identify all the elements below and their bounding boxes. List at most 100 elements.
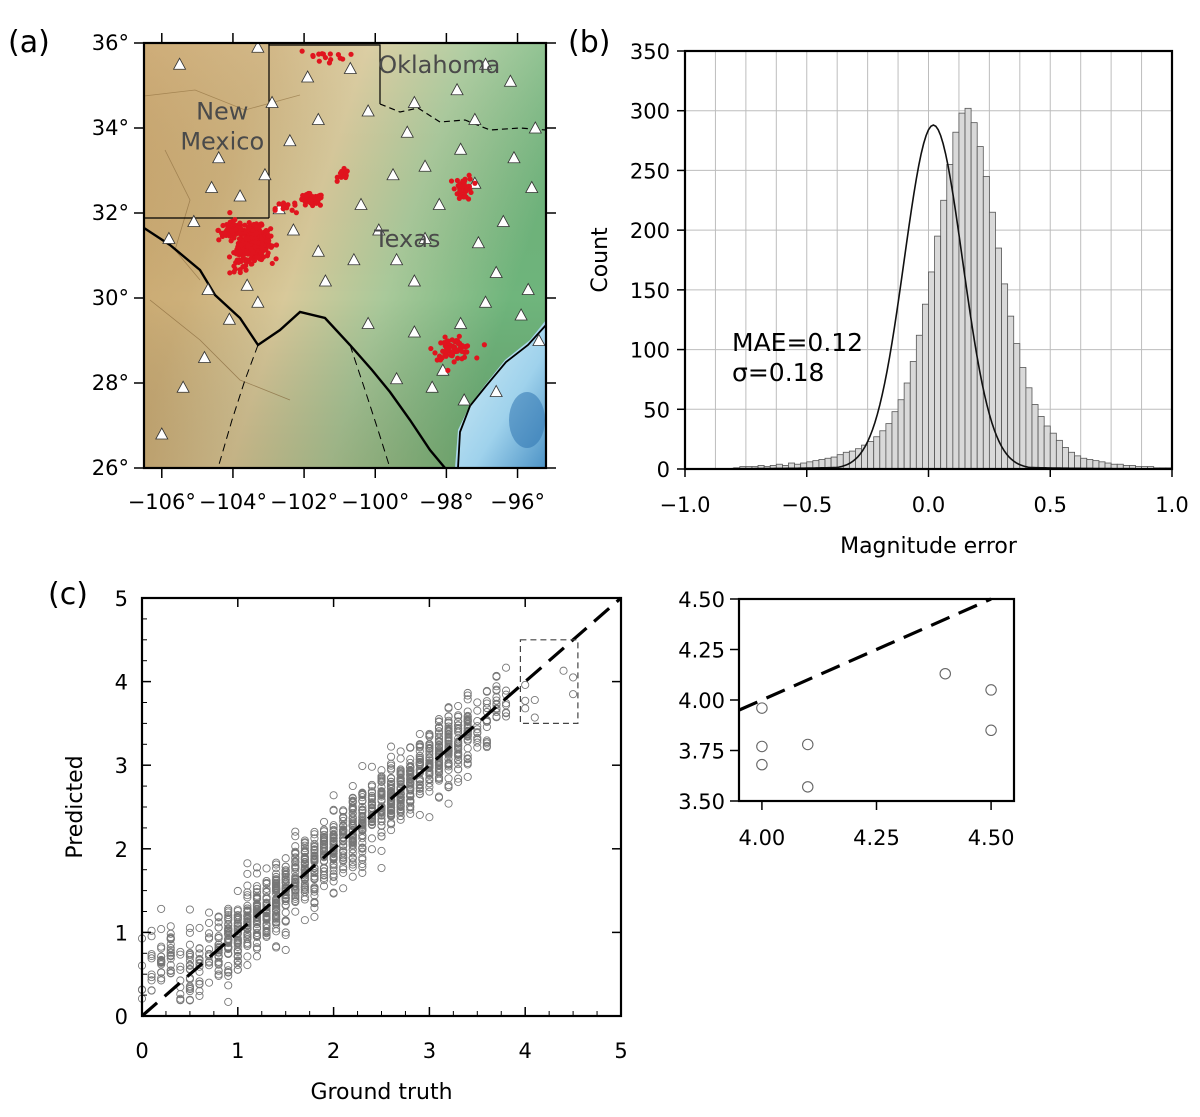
station-marker-51 [407, 325, 422, 338]
scatter-point-498 [157, 925, 166, 934]
region-label-2: Oklahoma [378, 51, 500, 79]
scatter-point-912 [252, 944, 262, 954]
scatter-point-1303 [157, 968, 166, 977]
scatter-point-1205 [319, 843, 329, 852]
scatter-point-632 [185, 940, 194, 949]
scatter-point-1195 [358, 806, 367, 815]
scatter-point-1003 [224, 966, 233, 975]
scatter-point-1206 [501, 663, 511, 672]
scatter-point-1396 [425, 740, 434, 749]
scatter-point-1151 [262, 903, 271, 912]
scatter-point-916 [252, 882, 262, 891]
scatter-point-434 [176, 947, 185, 956]
scatter-point-1298 [425, 744, 434, 753]
scatter-point-932 [310, 830, 319, 839]
scatter-point-1117 [348, 816, 357, 825]
scatter-point-1398 [224, 943, 233, 952]
earthquake-event-7-19 [236, 257, 243, 263]
station-marker-29 [283, 133, 297, 147]
scatter-point-936 [310, 891, 319, 900]
scatter-point-1339 [454, 744, 463, 753]
scatter-point-898 [367, 788, 376, 798]
scatter-point-139 [425, 813, 434, 822]
earthquake-event-7-1 [248, 246, 254, 252]
scatter-point-436 [501, 709, 511, 718]
scatter-point-838 [473, 716, 482, 726]
scatter-point-1100 [176, 995, 185, 1005]
scatter-x-tick-label-0: 0 [135, 1039, 148, 1063]
earthquake-event-7-16 [237, 249, 243, 255]
scatter-point-1288 [339, 846, 348, 855]
scatter-point-712 [272, 942, 281, 951]
scatter-point-1189 [224, 935, 233, 944]
earthquake-event-1-46 [238, 226, 244, 232]
scatter-point-1075 [233, 911, 242, 920]
station-marker-10 [212, 150, 226, 164]
scatter-point-1249 [377, 777, 386, 786]
scatter-point-612 [434, 745, 444, 754]
earthquake-event-0-302 [238, 242, 244, 248]
histogram: −1.0 −0.5 0.0 0.5 1.0 0 50 100 150 200 250 300 350 Ma… [588, 40, 1189, 559]
inset-point-7 [985, 724, 997, 737]
scatter-point-786 [463, 691, 472, 700]
scatter-point-467 [205, 918, 214, 927]
earthquake-event-5-40 [459, 356, 465, 362]
scatter-point-1247 [339, 857, 348, 866]
scatter-point-569 [166, 969, 175, 978]
region-label-1: Mexico [180, 127, 264, 155]
earthquake-event-6-10 [348, 51, 354, 57]
scatter-point-982 [281, 854, 290, 863]
station-marker-0 [155, 427, 169, 440]
station-marker-33 [407, 95, 422, 108]
earthquake-event-3-19 [334, 178, 340, 184]
scatter-point-993 [377, 792, 386, 801]
scatter-point-1344 [463, 695, 472, 704]
scatter-point-263 [243, 891, 252, 900]
scatter-point-903 [454, 725, 463, 734]
histogram-bar-58 [1086, 459, 1094, 470]
station-marker-21 [407, 274, 422, 287]
scatter-point-1090 [501, 712, 511, 721]
scatter-point-911 [195, 967, 204, 976]
scatter-point-276 [396, 747, 405, 756]
terrain-ridge-3 [164, 149, 201, 281]
scatter-point-81 [339, 816, 348, 825]
scatter-point-401 [444, 765, 453, 774]
scatter-point-150 [454, 701, 463, 711]
scatter-point-663 [473, 738, 482, 747]
scatter-point-976 [291, 863, 300, 872]
scatter-point-65 [166, 946, 175, 955]
hist-y-tick-label-1: 50 [643, 398, 670, 422]
station-marker-56 [453, 142, 468, 155]
earthquake-event-5-66 [456, 341, 463, 348]
histogram-bar-31 [922, 303, 929, 470]
histogram-bar-48 [1025, 387, 1033, 470]
station-marker-17 [347, 252, 361, 266]
scatter-point-871 [463, 707, 472, 716]
scatter-point-1124 [492, 686, 501, 695]
earthquake-event-8-8 [272, 207, 278, 213]
scatter-point-1038 [185, 923, 194, 933]
station-marker-11 [233, 189, 247, 202]
scatter-point-1271 [367, 811, 376, 820]
scatter-point-1278 [415, 755, 424, 764]
sigma-annotation: σ=0.18 [732, 358, 824, 387]
scatter-point-1394 [377, 832, 386, 841]
scatter-point-1010 [387, 809, 396, 818]
scatter-point-917 [387, 783, 396, 792]
earthquake-event-4-6 [472, 180, 478, 186]
inset-one-to-one-line [738, 597, 992, 712]
station-marker-34 [450, 82, 464, 96]
scatter-point-1184 [377, 817, 386, 826]
earthquake-event-5-69 [439, 355, 445, 361]
scatter-point-1258 [387, 759, 396, 768]
scatter-point-1051 [463, 758, 472, 768]
station-marker-57 [528, 121, 543, 134]
scatter-point-940 [166, 943, 175, 953]
scatter-point-1098 [291, 907, 300, 916]
map-frame [142, 41, 548, 470]
scatter-point-685 [272, 910, 281, 919]
scatter-y-tick-label-3: 3 [115, 754, 128, 778]
red-river-border [379, 103, 546, 131]
scatter-point-1350 [377, 828, 386, 837]
